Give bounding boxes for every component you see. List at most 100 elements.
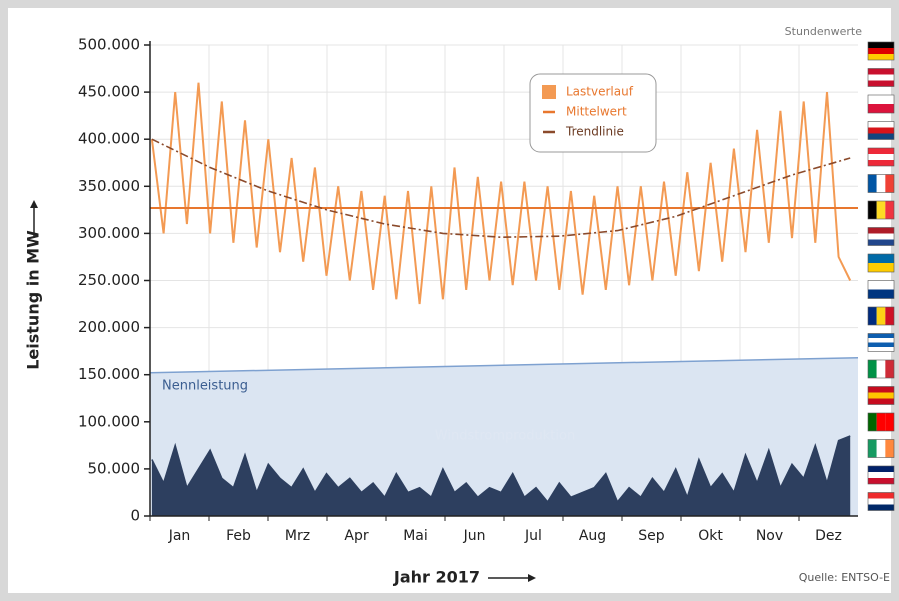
annotation: Nennleistung [162, 379, 248, 394]
flag-part [868, 289, 894, 299]
flag-part [868, 254, 894, 263]
flag-part [868, 307, 877, 325]
flag-part [868, 148, 894, 154]
x-tick-label: Jan [168, 528, 191, 544]
x-tick-label: Apr [344, 528, 368, 544]
area-line [151, 435, 851, 504]
x-arrow [488, 574, 536, 582]
y-axis-title: Leistung in MW [24, 230, 43, 370]
flag-part [868, 413, 877, 431]
flag-part [868, 54, 894, 60]
y-tick-label: 450.000 [78, 83, 140, 101]
area-line [149, 356, 859, 374]
x-tick-label: Feb [226, 528, 251, 544]
flag-part [885, 307, 894, 325]
flag-part [868, 342, 894, 347]
flag-border [867, 465, 895, 485]
flag-part [868, 42, 894, 48]
flag-part [868, 478, 894, 484]
flag-part [868, 398, 894, 405]
y-tick-label: 150.000 [78, 365, 140, 383]
flag-part [885, 201, 894, 219]
flag-part [868, 154, 894, 160]
y-tick-label: 350.000 [78, 177, 140, 195]
flag-border [867, 121, 895, 140]
flags [867, 41, 895, 511]
x-tick-label: Okt [698, 528, 723, 544]
flag-part [868, 498, 894, 505]
flag-border [867, 68, 895, 87]
flag-part [868, 333, 894, 338]
flag-part [868, 504, 894, 511]
flag-part [876, 360, 886, 378]
flag-part [868, 239, 894, 246]
flag-part [868, 492, 894, 499]
flag-part [868, 466, 894, 472]
legend-label: Trendlinie [565, 125, 624, 139]
flag-part [868, 392, 894, 399]
flag-part [876, 307, 886, 325]
line [151, 138, 851, 239]
y-tick-label: 250.000 [78, 271, 140, 289]
flag-border [867, 147, 895, 167]
flag-border [867, 200, 895, 220]
flag-border [867, 280, 895, 299]
plot: Jan Feb Mrz Apr Mai Jun Jul Aug Sep Okt Nov Dez 0 50.… [78, 36, 859, 544]
x-tick-label: Mrz [285, 528, 310, 544]
line [150, 82, 852, 305]
flag-border [867, 386, 895, 405]
x-tick-label: Dez [815, 528, 842, 544]
flag-border [867, 439, 895, 458]
flag-part [868, 201, 877, 219]
flag-border [867, 227, 895, 246]
flag-border [867, 94, 895, 114]
x-tick-label: Jul [524, 528, 542, 544]
legend: Lastverlauf Mittelwert Trendlinie [529, 73, 657, 153]
x-tick-label: Mai [403, 528, 428, 544]
x-tick-label: Sep [638, 528, 665, 544]
flag-part [868, 338, 894, 343]
flag-part [885, 360, 894, 378]
y-tick-label: 100.000 [78, 412, 140, 430]
flag-part [868, 121, 894, 128]
y-tick-label: 200.000 [78, 318, 140, 336]
y-tick-label: 300.000 [78, 224, 140, 242]
flag-border [867, 333, 895, 352]
flag-part [868, 280, 894, 290]
flag-part [876, 174, 886, 193]
flag-part [868, 386, 894, 393]
flag-part [868, 472, 894, 478]
flag-part [868, 104, 894, 113]
flag-part [876, 201, 886, 219]
flag-border [867, 306, 895, 326]
area [151, 435, 851, 516]
legend-label: Lastverlauf [566, 85, 634, 99]
flag-part [868, 263, 894, 272]
flag-part [868, 80, 894, 87]
annotation: Windstromproduktion [435, 429, 575, 444]
flag-part [868, 127, 894, 134]
flag-border [867, 359, 895, 379]
flag-part [868, 95, 894, 104]
x-axis-title: Jahr 2017 [393, 568, 480, 587]
y-tick-label: 50.000 [88, 459, 141, 477]
flag-part [876, 413, 886, 431]
flag-part [868, 133, 894, 140]
y-tick-label: 0 [130, 507, 140, 525]
flag-part [868, 68, 894, 75]
flag-part [868, 227, 894, 234]
y-tick-label: 400.000 [78, 130, 140, 148]
y-arrow [30, 200, 38, 238]
flag-part [868, 439, 877, 458]
x-tick-label: Jun [463, 528, 486, 544]
flag-part [868, 347, 894, 352]
legend-swatch [542, 85, 556, 99]
subtitle: Stundenwerte [785, 25, 863, 38]
source: Quelle: ENTSO-E [799, 571, 890, 584]
flag-border [867, 174, 895, 193]
flag-part [885, 439, 894, 458]
flag-part [868, 233, 894, 240]
legend-label: Mittelwert [566, 105, 627, 119]
flag-part [876, 439, 886, 458]
